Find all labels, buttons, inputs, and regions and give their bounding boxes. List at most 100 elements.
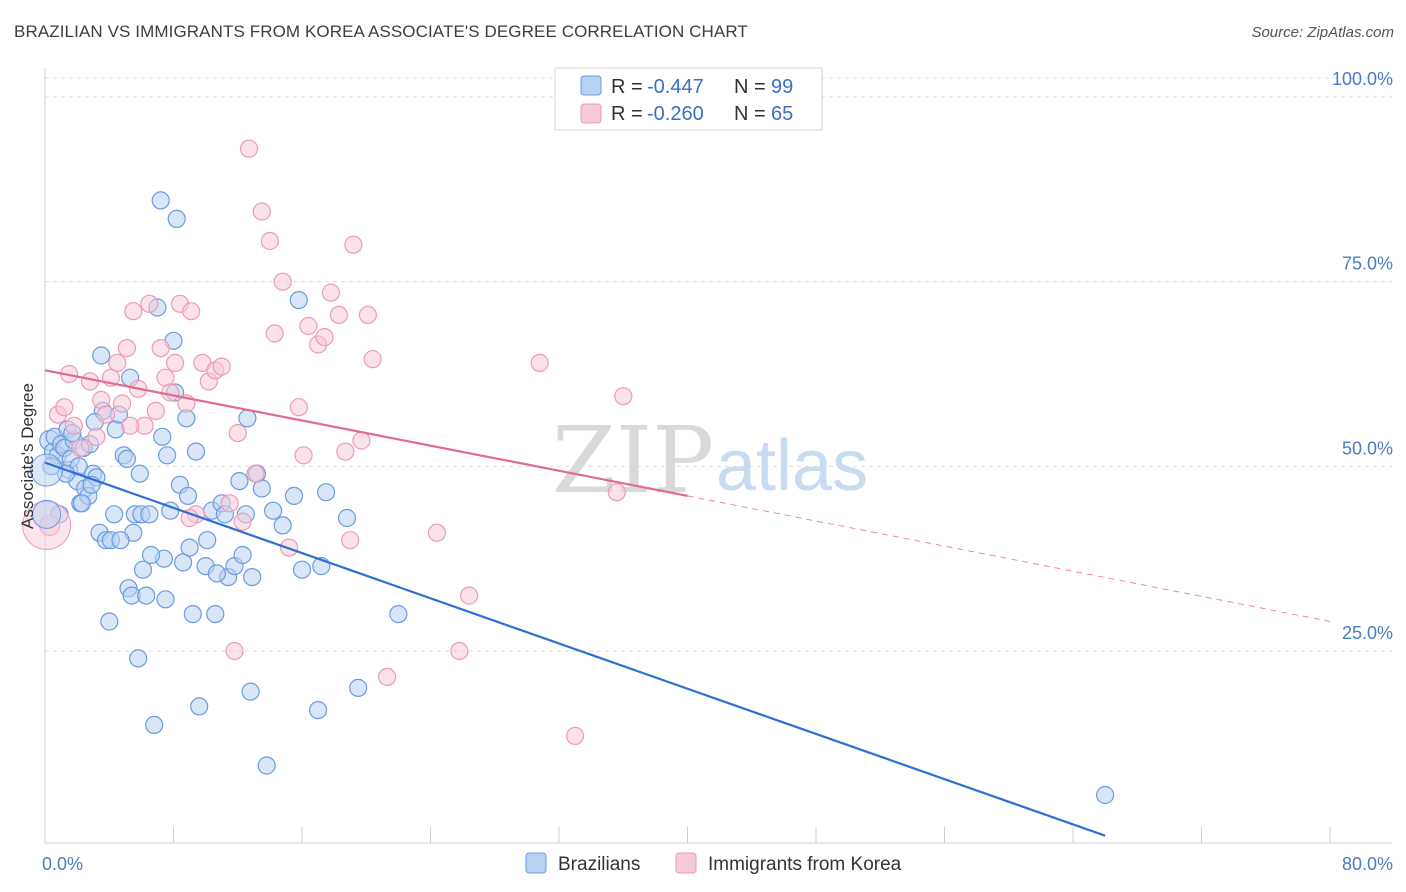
- point-brazilians: [309, 700, 328, 720]
- y-tick-label: 100.0%: [1332, 69, 1393, 89]
- chart-title: BRAZILIAN VS IMMIGRANTS FROM KOREA ASSOC…: [14, 22, 748, 41]
- point-korea: [212, 357, 231, 376]
- point-korea: [607, 483, 626, 502]
- point-brazilians: [241, 682, 260, 701]
- point-brazilians: [145, 715, 164, 735]
- point-korea: [315, 328, 334, 347]
- point-korea: [265, 324, 284, 343]
- point-brazilians: [92, 346, 111, 365]
- point-brazilians: [167, 209, 186, 228]
- point-korea: [220, 494, 239, 513]
- point-brazilians: [186, 442, 206, 461]
- point-korea: [180, 508, 199, 528]
- series-legend: Brazilians Immigrants from Korea: [525, 852, 902, 875]
- point-brazilians: [264, 501, 283, 520]
- legend-swatch-brazilians: [580, 75, 602, 96]
- point-korea: [117, 339, 137, 358]
- point-brazilians: [30, 453, 64, 487]
- y-tick-label: 50.0%: [1342, 438, 1393, 458]
- point-brazilians: [178, 486, 198, 505]
- axes: 25.0% 50.0% 75.0% 100.0% 0.0% 80.0%: [42, 68, 1393, 874]
- point-korea: [146, 401, 165, 420]
- x-tick-label: 0.0%: [42, 854, 83, 874]
- legend-r-label-1: R =: [611, 76, 643, 98]
- point-brazilians: [389, 604, 408, 624]
- trend-line-brazilians: [44, 461, 1106, 837]
- point-brazilians: [198, 531, 217, 550]
- point-korea: [252, 202, 271, 221]
- point-brazilians: [72, 494, 92, 513]
- point-brazilians: [289, 291, 308, 310]
- point-brazilians: [1095, 785, 1115, 805]
- point-korea: [151, 339, 170, 358]
- legend-r-value-2: -0.260: [647, 103, 704, 125]
- point-korea: [260, 231, 279, 251]
- point-brazilians: [230, 472, 249, 491]
- point-korea: [80, 372, 100, 391]
- point-brazilians: [180, 538, 199, 557]
- y-tick-label: 75.0%: [1342, 254, 1393, 274]
- y-tick-label: 25.0%: [1342, 623, 1393, 643]
- point-korea: [299, 316, 318, 336]
- point-brazilians: [130, 464, 149, 483]
- point-korea: [294, 446, 313, 465]
- point-korea: [233, 512, 252, 531]
- point-korea: [121, 416, 140, 435]
- point-brazilians: [243, 567, 262, 587]
- watermark: ZIP atlas: [552, 407, 868, 514]
- legend-n-value-2: 65: [771, 103, 793, 125]
- point-korea: [64, 416, 84, 435]
- point-korea: [341, 531, 360, 550]
- data-points: [22, 139, 1115, 805]
- legend-n-label-2: N =: [734, 103, 766, 125]
- point-brazilians: [133, 560, 153, 579]
- watermark-zip: ZIP: [552, 407, 714, 514]
- point-korea: [96, 405, 116, 424]
- point-brazilians: [349, 678, 368, 698]
- series-label-korea: Immigrants from Korea: [708, 854, 902, 875]
- point-korea: [565, 726, 585, 746]
- point-korea: [246, 464, 265, 483]
- watermark-atlas: atlas: [716, 426, 868, 506]
- point-brazilians: [257, 756, 276, 775]
- point-brazilians: [32, 499, 62, 529]
- point-brazilians: [104, 505, 124, 524]
- point-korea: [166, 353, 185, 372]
- point-brazilians: [156, 590, 175, 609]
- point-korea: [460, 586, 479, 605]
- point-korea: [161, 383, 180, 402]
- point-korea: [530, 353, 549, 372]
- series-label-brazilians: Brazilians: [558, 854, 640, 875]
- point-brazilians: [141, 545, 161, 565]
- point-korea: [450, 641, 469, 661]
- point-brazilians: [284, 486, 304, 505]
- point-brazilians: [137, 586, 156, 605]
- point-brazilians: [273, 516, 292, 535]
- legend-swatch-korea: [580, 103, 602, 124]
- point-korea: [87, 427, 106, 446]
- point-brazilians: [140, 505, 159, 524]
- point-korea: [358, 305, 377, 324]
- point-korea: [124, 302, 143, 321]
- point-korea: [112, 394, 132, 413]
- point-brazilians: [129, 649, 148, 668]
- legend-n-label-1: N =: [734, 76, 766, 98]
- point-korea: [225, 641, 244, 661]
- point-korea: [140, 294, 159, 313]
- point-brazilians: [206, 604, 225, 624]
- point-korea: [363, 350, 382, 369]
- point-brazilians: [337, 508, 357, 528]
- point-korea: [108, 353, 127, 372]
- point-brazilians: [317, 483, 336, 502]
- point-brazilians: [292, 560, 312, 579]
- legend-r-label-2: R =: [611, 103, 643, 125]
- trend-line-korea-extension: [687, 495, 1331, 622]
- y-axis-label: Associate's Degree: [18, 383, 37, 529]
- point-brazilians: [207, 564, 226, 583]
- legend-n-value-1: 99: [771, 76, 793, 98]
- point-brazilians: [151, 191, 170, 210]
- legend-r-value-1: -0.447: [647, 76, 704, 98]
- series-swatch-korea: [675, 852, 697, 874]
- trend-line-korea: [44, 369, 688, 497]
